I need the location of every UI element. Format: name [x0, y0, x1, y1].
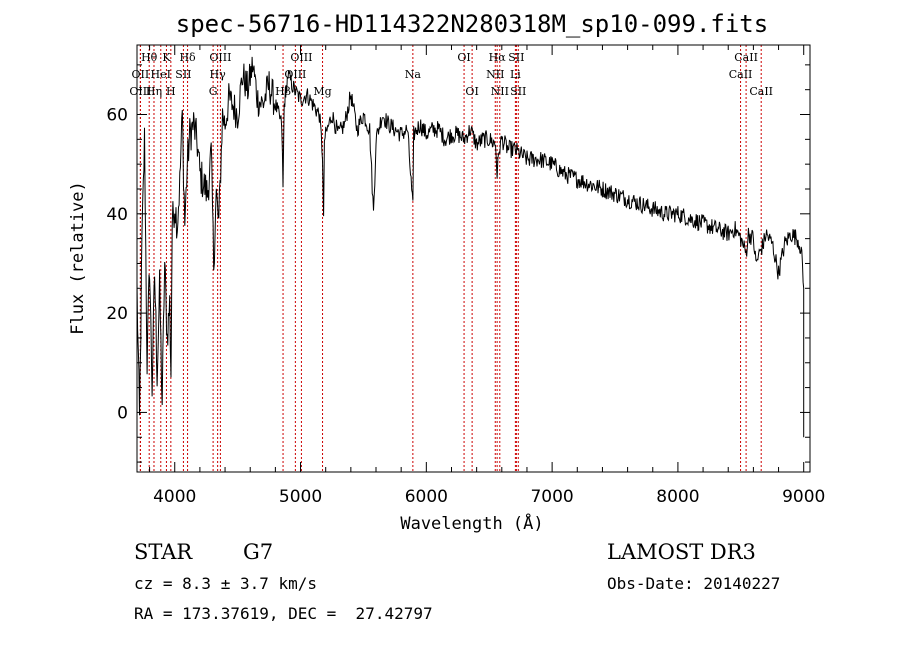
line-label: OI	[465, 85, 478, 98]
line-label: Na	[405, 68, 422, 81]
line-label: CaII	[729, 68, 753, 81]
line-label: CaII	[749, 85, 773, 98]
line-label: K	[162, 51, 171, 64]
line-label: Mg	[313, 85, 331, 98]
x-tick-label: 7000	[530, 487, 573, 507]
line-label: Hδ	[179, 51, 196, 64]
y-axis-label: Flux (relative)	[68, 181, 88, 335]
redshift-cz: cz = 8.3 ± 3.7 km/s	[134, 574, 318, 593]
line-label: OI	[457, 51, 470, 64]
y-tick-label: 40	[106, 205, 128, 225]
x-tick-label: 8000	[656, 487, 699, 507]
object-subclass: G7	[243, 540, 274, 564]
line-label: OIII	[209, 51, 231, 64]
line-label: Hθ	[141, 51, 158, 64]
line-label: OII	[132, 68, 150, 81]
observation-date: Obs-Date: 20140227	[607, 574, 781, 593]
line-label: OIII	[129, 85, 151, 98]
coordinates: RA = 173.37619, DEC = 27.42797	[134, 604, 433, 623]
y-tick-label: 60	[106, 106, 128, 126]
line-label: OIII	[290, 51, 312, 64]
line-label: SII	[510, 85, 526, 98]
y-tick-label: 0	[117, 403, 128, 423]
line-label: HeI	[151, 68, 171, 81]
x-axis-label: Wavelength (Å)	[400, 512, 543, 534]
line-label: Hη	[146, 85, 162, 98]
line-label: SII	[175, 68, 191, 81]
x-tick-label: 9000	[782, 487, 825, 507]
line-label: Li	[510, 68, 521, 81]
line-label: NII	[491, 85, 509, 98]
object-class: STAR	[134, 540, 193, 564]
line-label: Hβ	[275, 85, 291, 98]
x-tick-label: 6000	[405, 487, 448, 507]
x-axis: 4000 5000 6000 7000 8000 9000	[149, 45, 825, 507]
survey-name: LAMOST DR3	[607, 540, 756, 564]
line-markers	[139, 45, 762, 472]
spectrum-chart: spec-56716-HD114322N280318M_sp10-099.fit…	[68, 10, 825, 534]
line-label: H	[166, 85, 176, 98]
y-tick-label: 20	[106, 304, 128, 324]
y-axis: 0 20 40 60	[106, 64, 810, 463]
spectrum-series	[136, 56, 805, 438]
line-label: Hγ	[210, 68, 227, 81]
x-tick-label: 4000	[153, 487, 196, 507]
line-label: Hα	[489, 51, 507, 64]
line-label: SII	[508, 51, 524, 64]
plot-frame	[136, 44, 811, 473]
x-tick-label: 5000	[279, 487, 322, 507]
line-label: G	[209, 85, 218, 98]
line-label: CaII	[734, 51, 758, 64]
line-label: NII	[486, 68, 504, 81]
chart-title: spec-56716-HD114322N280318M_sp10-099.fit…	[176, 10, 768, 38]
